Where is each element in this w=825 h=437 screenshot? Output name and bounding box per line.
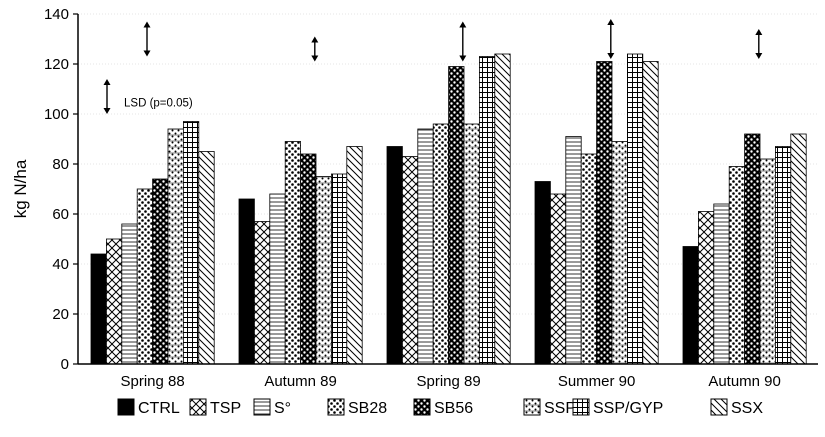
bar-ssp-spring-89 (463, 123, 480, 365)
bar-ctrl-summer-90 (534, 181, 551, 365)
y-tick-label: 40 (52, 256, 69, 273)
bar-s-summer-90 (565, 136, 582, 365)
bar-tsp-summer-90 (550, 193, 567, 365)
legend-label: SSP (544, 400, 576, 417)
legend-label: SB56 (434, 400, 473, 417)
legend-swatch (710, 398, 728, 416)
bar-ssp-gyp-autumn-89 (330, 173, 348, 365)
bar-ssp-spring-88 (167, 128, 184, 365)
lsd-arrow (143, 21, 151, 57)
legend-item-ssp: SSP (523, 398, 576, 417)
bar-ssp-autumn-89 (315, 176, 332, 365)
bar-ssp-autumn-90 (759, 158, 776, 365)
bar-s-autumn-89 (269, 193, 286, 365)
lsd-arrow (311, 36, 319, 62)
legend-item-ssp-gyp: SSP/GYP (572, 398, 663, 417)
legend-swatch (523, 398, 541, 416)
legend-item-ctrl: CTRL (117, 398, 180, 417)
axes: 0 20 40 60 80 100 120 140 Spring 88 Autumn 89 Spri… (11, 6, 818, 390)
x-tick-label-spring-88: Spring 88 (120, 373, 184, 390)
bar-s-autumn-90 (713, 203, 730, 365)
legend-swatch (327, 398, 345, 416)
legend-swatch (189, 398, 207, 416)
bar-tsp-spring-89 (401, 156, 419, 365)
y-tick-label: 140 (44, 6, 69, 23)
lsd-markers: LSD (p=0.05) (103, 19, 763, 114)
y-tick-label: 100 (44, 106, 69, 123)
x-tick-label-autumn-90: Autumn 90 (708, 373, 781, 390)
bar-sb56-spring-88 (152, 178, 169, 365)
bar-ctrl-spring-88 (90, 253, 107, 365)
legend-label: CTRL (138, 400, 180, 417)
x-tick-label-autumn-89: Autumn 89 (264, 373, 337, 390)
bar-ssp-summer-90 (611, 141, 628, 365)
lsd-arrow (103, 79, 111, 114)
bar-tsp-autumn-90 (698, 211, 715, 365)
bar-ssp-gyp-spring-88 (182, 121, 200, 365)
legend-label: TSP (210, 400, 241, 417)
bar-ctrl-autumn-90 (682, 246, 699, 365)
legend-item-sb28: SB28 (327, 398, 387, 417)
legend-swatch (117, 398, 135, 416)
lsd-arrow (459, 21, 467, 62)
legend-label: SSX (731, 400, 763, 417)
bar-ssp-gyp-summer-90 (627, 53, 644, 365)
bar-s-spring-88 (121, 223, 138, 365)
bar-ssx-autumn-89 (346, 146, 363, 365)
bar-ssp-gyp-spring-89 (478, 56, 496, 365)
x-tick-label-summer-90: Summer 90 (558, 373, 636, 390)
bar-sb28-autumn-90 (728, 166, 746, 365)
legend-item-s: S° (253, 398, 291, 417)
legend-label: S° (274, 400, 291, 417)
legend-swatch (572, 398, 590, 416)
bar-sb28-spring-89 (432, 123, 450, 365)
legend-label: SSP/GYP (593, 400, 663, 417)
bar-ssx-summer-90 (642, 61, 659, 365)
lsd-annotation: LSD (p=0.05) (124, 98, 193, 110)
bar-sb56-autumn-89 (300, 153, 317, 365)
legend-swatch (413, 398, 431, 416)
bar-ctrl-autumn-89 (238, 198, 255, 365)
legend-item-sb56: SB56 (413, 398, 473, 417)
bar-sb28-autumn-89 (284, 141, 302, 365)
legend-item-tsp: TSP (189, 398, 241, 417)
bar-sb56-autumn-90 (744, 133, 761, 365)
bar-s-spring-89 (417, 128, 434, 365)
y-tick-label: 80 (52, 156, 69, 173)
legend-label: SB28 (348, 400, 387, 417)
legend-item-ssx: SSX (710, 398, 763, 417)
y-tick-label: 0 (61, 356, 69, 373)
bar-ssx-spring-89 (494, 53, 511, 365)
bar-ssx-autumn-90 (790, 133, 807, 365)
lsd-arrow (755, 29, 763, 59)
y-axis-label: kg N/ha (11, 159, 30, 218)
bar-ssp-gyp-autumn-90 (775, 146, 792, 365)
bars-group (90, 53, 807, 365)
bar-sb56-summer-90 (596, 61, 613, 365)
legend: CTRL TSP S° SB28 SB56 SSP SSP/GYP SSX (117, 398, 763, 417)
x-tick-label-spring-89: Spring 89 (416, 373, 480, 390)
bar-tsp-spring-88 (106, 238, 123, 365)
bar-sb56-spring-89 (448, 66, 465, 365)
bar-ssx-spring-88 (198, 151, 215, 365)
legend-swatch (253, 398, 271, 416)
lsd-arrow (607, 19, 615, 59)
bar-sb28-summer-90 (580, 153, 598, 365)
y-tick-label: 120 (44, 56, 69, 73)
bar-ctrl-spring-89 (386, 146, 403, 365)
y-tick-label: 60 (52, 206, 69, 223)
bar-sb28-spring-88 (136, 188, 153, 365)
bar-tsp-autumn-89 (253, 221, 271, 365)
y-tick-label: 20 (52, 306, 69, 323)
